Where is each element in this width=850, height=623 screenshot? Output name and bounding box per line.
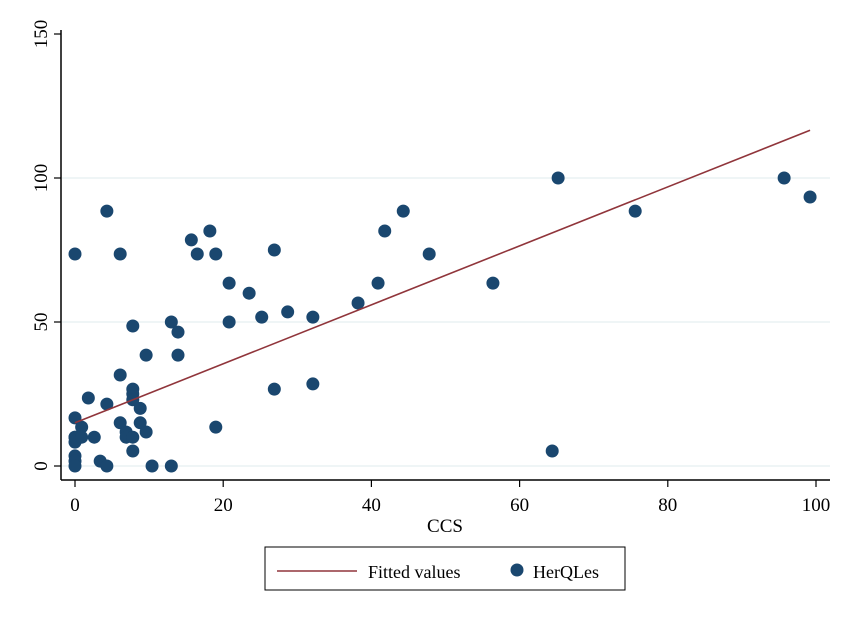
data-point bbox=[267, 243, 281, 257]
data-points bbox=[68, 171, 817, 473]
legend: Fitted values HerQLes bbox=[264, 546, 626, 591]
data-point bbox=[209, 420, 223, 434]
data-point bbox=[68, 247, 82, 261]
legend-marker-swatch bbox=[510, 563, 524, 577]
data-point bbox=[75, 430, 89, 444]
data-point bbox=[113, 247, 127, 261]
data-point bbox=[133, 416, 147, 430]
x-tick-label: 40 bbox=[362, 495, 381, 516]
data-point bbox=[422, 247, 436, 261]
x-ticks: 0 20 40 60 80 100 bbox=[70, 480, 830, 516]
data-point bbox=[306, 377, 320, 391]
gridlines bbox=[62, 177, 830, 467]
data-point bbox=[139, 425, 153, 439]
data-point bbox=[803, 190, 817, 204]
y-tick-label: 100 bbox=[31, 164, 52, 193]
x-tick-label: 0 bbox=[70, 495, 80, 516]
data-point bbox=[171, 348, 185, 362]
y-tick-label: 50 bbox=[31, 313, 52, 332]
data-point bbox=[209, 247, 223, 261]
x-axis-label: CCS bbox=[427, 516, 463, 537]
data-point bbox=[100, 204, 114, 218]
data-point bbox=[222, 315, 236, 329]
data-point bbox=[267, 382, 281, 396]
data-point bbox=[255, 310, 269, 324]
data-point bbox=[100, 397, 114, 411]
data-point bbox=[126, 319, 140, 333]
data-point bbox=[281, 305, 295, 319]
data-point bbox=[164, 315, 178, 329]
fitted-line bbox=[74, 129, 811, 424]
data-point bbox=[486, 276, 500, 290]
data-point bbox=[100, 459, 114, 473]
data-point bbox=[113, 368, 127, 382]
data-point bbox=[113, 416, 127, 430]
data-point bbox=[378, 224, 392, 238]
x-tick-label: 60 bbox=[510, 495, 529, 516]
x-tick-label: 100 bbox=[802, 495, 831, 516]
y-tick-label: 150 bbox=[31, 20, 52, 49]
data-point bbox=[139, 348, 153, 362]
legend-label-fitted: Fitted values bbox=[368, 562, 461, 582]
data-point bbox=[171, 325, 185, 339]
x-tick-label: 20 bbox=[214, 495, 233, 516]
data-point bbox=[164, 459, 178, 473]
data-point bbox=[351, 296, 365, 310]
x-tick-label: 80 bbox=[658, 495, 677, 516]
data-point bbox=[68, 459, 82, 473]
data-point bbox=[306, 310, 320, 324]
legend-box bbox=[264, 546, 626, 591]
data-point bbox=[81, 391, 95, 405]
data-point bbox=[190, 247, 204, 261]
data-point bbox=[87, 430, 101, 444]
y-tick-label: 0 bbox=[31, 461, 52, 471]
data-point bbox=[184, 233, 198, 247]
data-point bbox=[75, 420, 89, 434]
data-point bbox=[551, 171, 565, 185]
data-point bbox=[396, 204, 410, 218]
legend-label-herqles: HerQLes bbox=[533, 562, 599, 582]
data-point bbox=[371, 276, 385, 290]
data-point bbox=[126, 444, 140, 458]
data-point bbox=[126, 430, 140, 444]
data-point bbox=[145, 459, 159, 473]
data-point bbox=[222, 276, 236, 290]
data-point bbox=[628, 204, 642, 218]
data-point bbox=[203, 224, 217, 238]
data-point bbox=[242, 286, 256, 300]
data-point bbox=[133, 401, 147, 415]
data-point bbox=[545, 444, 559, 458]
data-point bbox=[777, 171, 791, 185]
y-ticks: 0 50 100 150 bbox=[31, 20, 61, 471]
